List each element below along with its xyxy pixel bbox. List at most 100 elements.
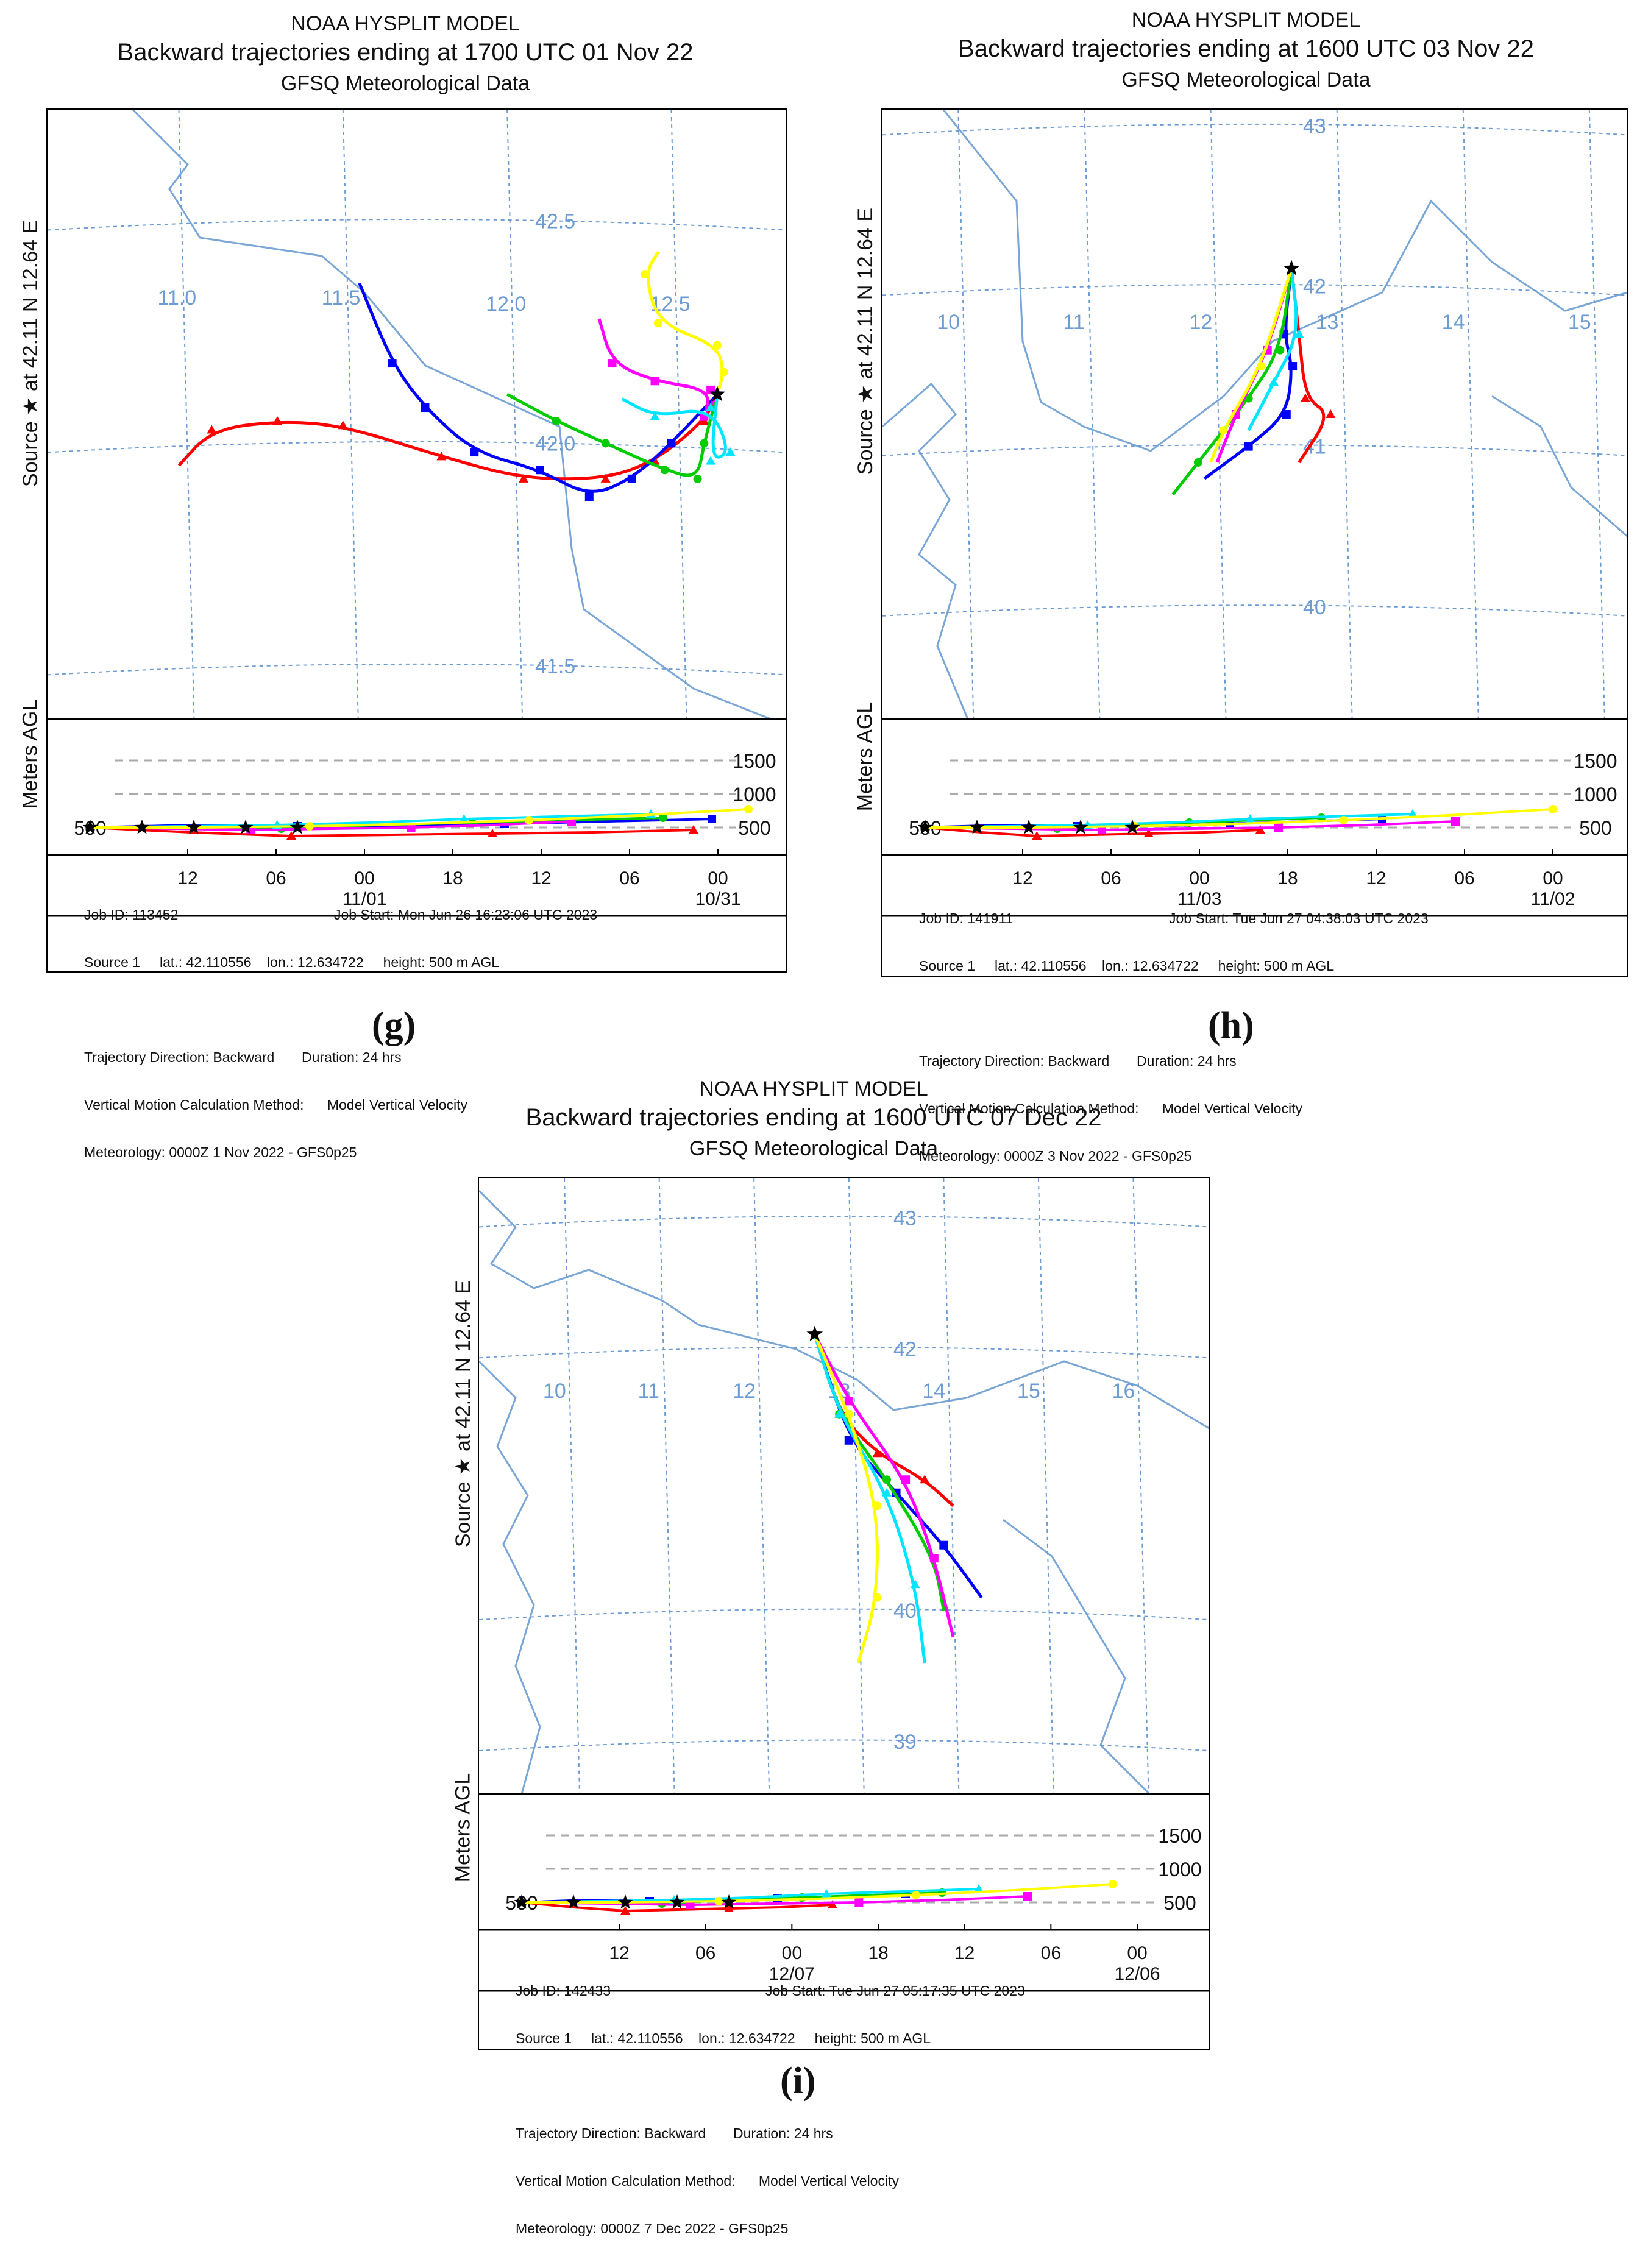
job-start: Job Start: Mon Jun 26 16:23:06 UTC 2023 <box>334 907 598 923</box>
trajectory-point <box>873 1501 882 1511</box>
grid-meridian <box>658 1178 675 1794</box>
altitude-tick-label: 1000 <box>1158 1859 1201 1880</box>
trajectory-magenta <box>813 1333 955 1637</box>
trajectory-point <box>627 474 636 483</box>
altitude-point <box>1255 825 1265 834</box>
source-star <box>709 386 726 402</box>
trajectory-point <box>552 416 561 425</box>
job-info: Job ID: 113452 Job Start: Mon Jun 26 16:2… <box>84 875 597 1192</box>
trajectory-point <box>584 492 594 501</box>
time-tick-label: 06 <box>1041 1943 1061 1963</box>
grid-meridian <box>957 110 975 719</box>
altitude-trace-red <box>521 1901 833 1913</box>
panel-title-1: NOAA HYSPLIT MODEL <box>1131 9 1361 32</box>
time-tick-label: 00 <box>708 868 728 888</box>
altitude-point <box>724 1904 734 1912</box>
altitude-point <box>1032 831 1042 840</box>
altitude-tick-label: 500 <box>1579 817 1611 839</box>
time-tick-label: 00 <box>1543 868 1563 888</box>
altitude-point <box>1245 814 1255 823</box>
lon-label: 16 <box>1112 1380 1135 1403</box>
altitude-point <box>1109 1880 1117 1888</box>
altitude-point <box>1339 816 1348 824</box>
source-axis-label: Source ★ at 42.11 N 12.64 E <box>854 207 877 475</box>
trajectory-chart: 11.0 11.5 12.0 12.542.542.041.5 50010001500… <box>48 110 786 917</box>
time-tick-label: 18 <box>868 1943 888 1963</box>
trajectory-green <box>506 393 719 477</box>
trajectory-point <box>693 474 702 483</box>
altitude-point <box>407 823 416 832</box>
source-star <box>806 1325 823 1341</box>
trajectory-point <box>844 1409 853 1419</box>
grid-meridian <box>1462 110 1479 719</box>
grid-meridian <box>506 110 524 719</box>
lat-label: 42 <box>1303 275 1326 298</box>
time-tick-label: 06 <box>266 868 286 888</box>
trajectory-blue <box>358 282 719 493</box>
altitude-source-star <box>1073 820 1088 834</box>
grid-parallel <box>882 123 1627 136</box>
job-id: Job ID: 142433 <box>516 1983 611 1999</box>
altitude-tick-label: 1000 <box>1574 784 1617 806</box>
altitude-source-star <box>721 1894 737 1909</box>
altitude-point <box>854 1898 864 1907</box>
date-label: 12/06 <box>1114 1964 1160 1984</box>
job-start: Job Start: Tue Jun 27 05:17:35 UTC 2023 <box>765 1983 1025 1999</box>
altitude-point <box>714 1897 723 1905</box>
trajectory-point <box>650 377 659 386</box>
time-tick-label: 12 <box>1012 868 1032 888</box>
meteorology: Meteorology: 0000Z 1 Nov 2022 - GFS0p25 <box>84 1144 357 1160</box>
trajectory-point <box>882 1487 892 1497</box>
vertical-motion: Vertical Motion Calculation Method: Mode… <box>516 2173 899 2189</box>
panel-title-2: Backward trajectories ending at 1700 UTC… <box>117 39 694 66</box>
date-label: 12/07 <box>769 1964 815 1984</box>
trajectory-point <box>844 1397 853 1406</box>
vertical-motion: Vertical Motion Calculation Method: Mode… <box>919 1100 1302 1116</box>
trajectory-point <box>844 1436 853 1445</box>
time-tick-label: 06 <box>695 1943 715 1963</box>
date-label: 11/02 <box>1531 889 1575 909</box>
trajectory-point <box>1288 362 1298 371</box>
job-id: Job ID: 113452 <box>84 907 179 923</box>
panel-title-3: GFSQ Meteorological Data <box>280 72 530 95</box>
map-area: 11.0 11.5 12.0 12.542.542.041.5 <box>48 110 786 720</box>
time-tick-label: 12 <box>177 868 197 888</box>
altitude-axis-label: Meters AGL <box>18 699 42 809</box>
altitude-point <box>620 1906 630 1915</box>
altitude-axis-label: Meters AGL <box>853 701 877 812</box>
altitude-source-star <box>1021 820 1037 834</box>
lon-label: 15 <box>1568 311 1591 334</box>
grid-meridian <box>670 110 687 719</box>
altitude-point <box>974 1884 984 1893</box>
time-tick-label: 06 <box>1101 868 1121 888</box>
vertical-motion: Vertical Motion Calculation Method: Mode… <box>84 1097 467 1113</box>
grid-parallel <box>479 1739 1209 1752</box>
date-label: 11/01 <box>343 889 387 909</box>
grid-meridian <box>564 1178 581 1794</box>
trajectory-point <box>719 367 728 377</box>
grid-parallel <box>882 604 1627 617</box>
panel-title-2: Backward trajectories ending at 1600 UTC… <box>525 1104 1102 1131</box>
altitude-source-star <box>669 1894 685 1909</box>
source-line: Source 1 lat.: 42.110556 lon.: 12.634722… <box>919 958 1335 974</box>
trajectory-point <box>725 447 736 456</box>
trajectory-point <box>706 456 716 465</box>
altitude-axis-label: Meters AGL <box>451 1773 475 1883</box>
altitude-tick-label: 500 <box>738 817 770 839</box>
trajectory-point <box>1193 458 1202 467</box>
panel-caption: (g) <box>372 1005 416 1046</box>
trajectory-point <box>700 439 709 448</box>
altitude-point <box>822 1889 831 1898</box>
altitude-point <box>459 814 469 823</box>
altitude-source-star <box>514 1894 530 1909</box>
time-tick-label: 00 <box>782 1943 802 1963</box>
trajectory-point <box>641 270 650 279</box>
altitude-point <box>828 1900 837 1908</box>
lon-label: 11.0 <box>157 286 196 310</box>
trajectory-point <box>660 466 669 475</box>
